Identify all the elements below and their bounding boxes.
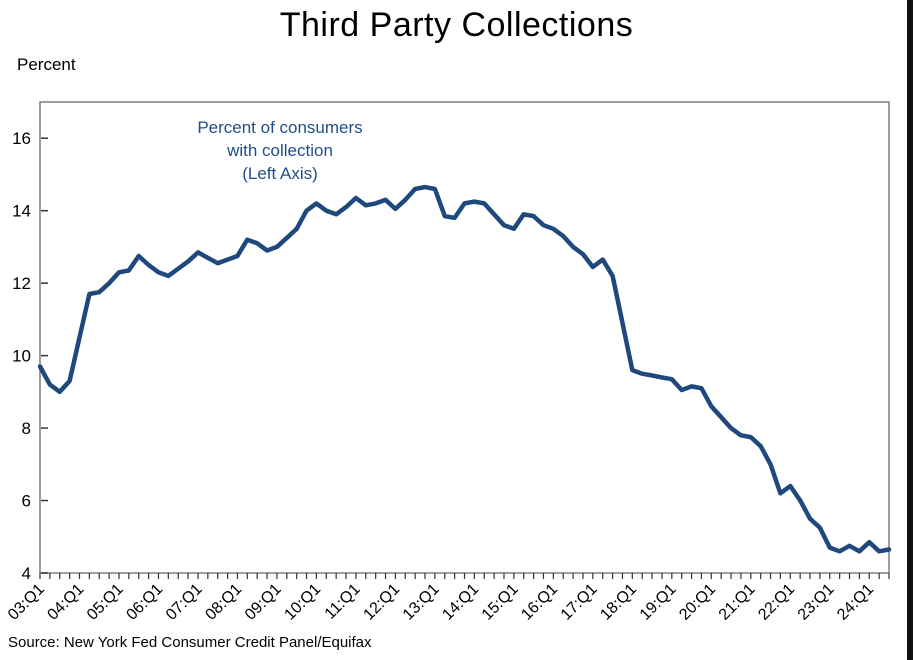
y-axis-tick-label: 16 [12,129,31,148]
y-axis-tick-label: 4 [22,564,31,583]
x-axis-tick-label: 18:Q1 [597,581,640,624]
x-axis-tick-label: 20:Q1 [676,581,719,624]
x-axis-tick-label: 22:Q1 [755,581,798,624]
x-axis-tick-label: 17:Q1 [558,581,601,624]
window-right-edge [907,0,913,660]
annotation-line-2: with collection [227,141,333,160]
x-axis-tick-label: 24:Q1 [834,581,877,624]
annotation-line-3: (Left Axis) [242,164,318,183]
collections-line-series [37,184,892,554]
x-axis-tick-label: 09:Q1 [242,581,285,624]
x-axis-tick-label: 07:Q1 [163,581,206,624]
y-axis-tick-label: 14 [12,202,31,221]
y-axis-title: Percent [17,55,76,74]
x-axis-tick-label: 14:Q1 [439,581,482,624]
x-axis-tick-label: 16:Q1 [518,581,561,624]
x-axis-tick-label: 11:Q1 [322,581,364,623]
x-axis-tick-label: 05:Q1 [84,581,127,624]
chart-title: Third Party Collections [279,6,634,44]
y-axis-tick-label: 8 [22,419,31,438]
x-axis-tick-label: 19:Q1 [637,581,680,624]
source-note: Source: New York Fed Consumer Credit Pan… [8,634,372,651]
annotation-line-1: Percent of consumers [197,118,363,137]
x-axis-tick-label: 03:Q1 [5,581,48,624]
x-axis-tick-label: 10:Q1 [281,581,324,624]
x-axis-tick-label: 08:Q1 [202,581,245,624]
x-axis-tick-label: 23:Q1 [795,581,838,624]
series-annotation: Percent of consumers with collection (Le… [175,116,385,185]
x-axis-tick-label: 06:Q1 [123,581,166,624]
y-axis-tick-label: 10 [12,347,31,366]
y-axis-tick-label: 6 [22,492,31,511]
x-axis-tick-label: 15:Q1 [479,581,522,624]
x-axis-tick-label: 21:Q1 [716,581,759,624]
x-axis-tick-label: 12:Q1 [360,581,403,624]
y-axis-tick-label: 12 [12,274,31,293]
plot-border [39,101,890,574]
x-axis-tick-label: 04:Q1 [44,581,87,624]
x-axis-tick-label: 13:Q1 [400,581,443,624]
